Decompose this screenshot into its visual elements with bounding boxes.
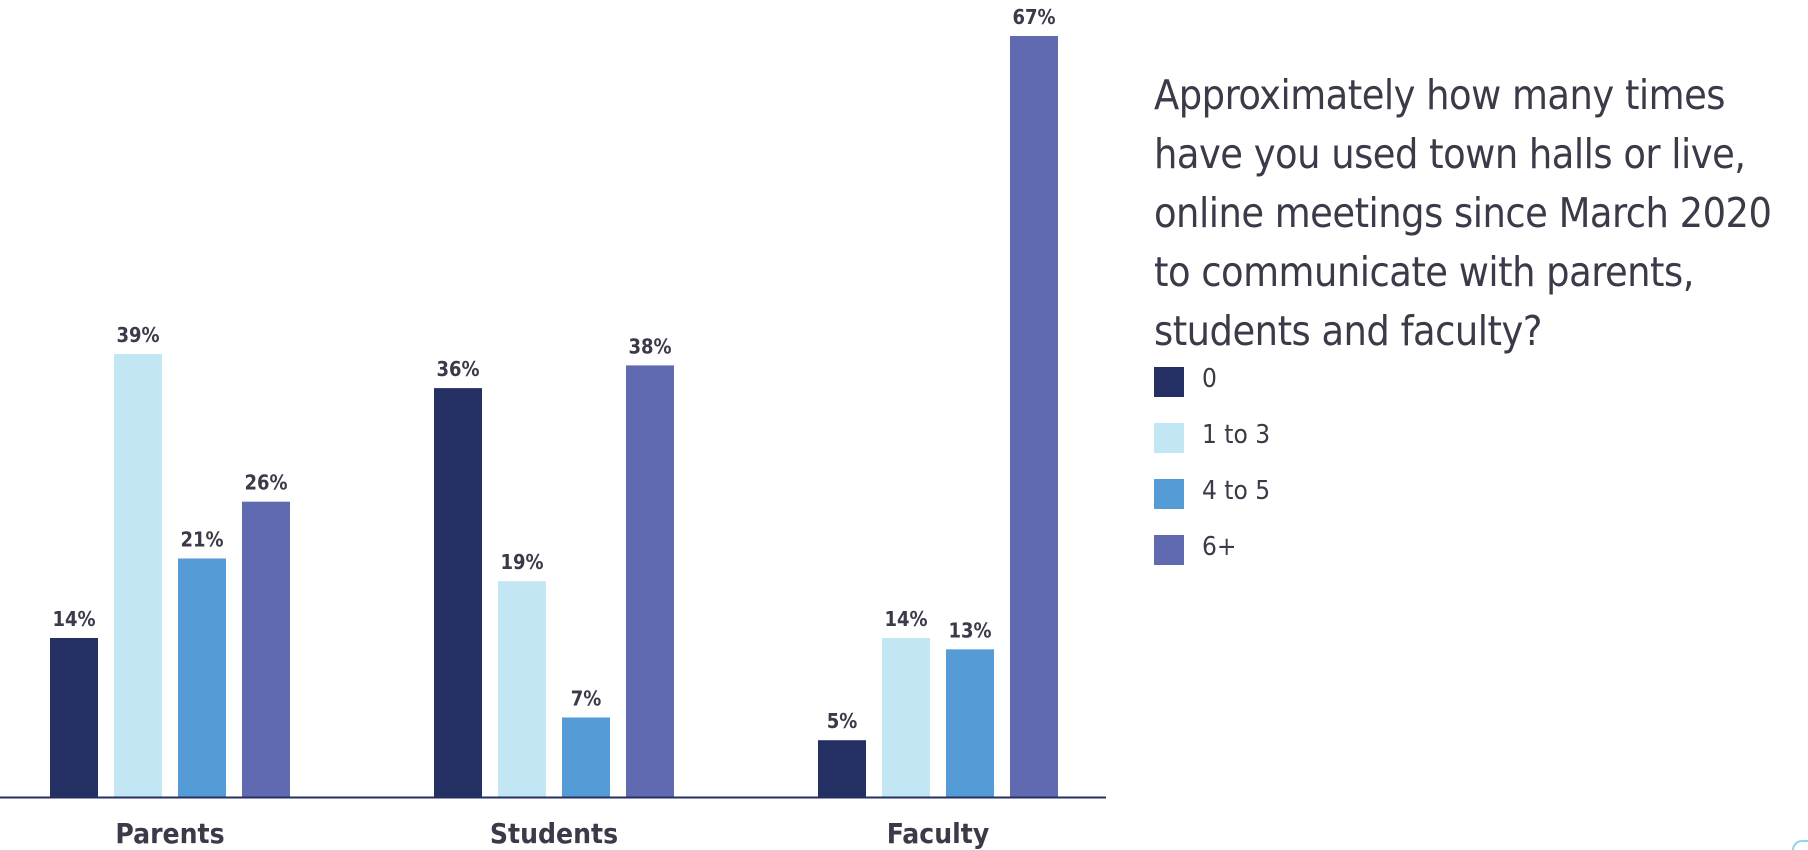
legend-label-6-plus: 6+ <box>1202 532 1237 562</box>
category-label-parents: Parents <box>115 817 224 850</box>
data-label-parents-4-to-5: 21% <box>180 527 223 551</box>
data-label-students-4-to-5: 7% <box>571 686 602 710</box>
data-label-faculty-1-to-3: 14% <box>884 607 927 631</box>
corner-logo-fragment <box>1792 840 1808 850</box>
data-label-students-0: 36% <box>436 357 479 381</box>
legend-swatch-4-to-5 <box>1154 479 1184 509</box>
data-label-students-6-plus: 38% <box>628 334 671 358</box>
bar-parents-6-plus <box>242 501 290 797</box>
data-label-faculty-6-plus: 67% <box>1012 5 1055 29</box>
bar-students-4-to-5 <box>562 717 610 797</box>
question-title: Approximately how many times have you us… <box>1154 71 1772 355</box>
data-label-faculty-0: 5% <box>827 709 858 733</box>
legend-label-4-to-5: 4 to 5 <box>1202 476 1271 506</box>
category-label-students: Students <box>490 817 618 850</box>
data-label-students-1-to-3: 19% <box>500 550 543 574</box>
bar-chart: 14% 39% 21% 26% Parents 36% 19% 7% 38% Students 5%… <box>0 5 1106 850</box>
data-label-parents-0: 14% <box>52 607 95 631</box>
bar-parents-0 <box>50 637 98 797</box>
legend-swatch-0 <box>1154 367 1184 397</box>
data-label-parents-6-plus: 26% <box>244 471 287 495</box>
bar-faculty-4-to-5 <box>946 649 994 797</box>
data-label-faculty-4-to-5: 13% <box>948 618 991 642</box>
bar-parents-1-to-3 <box>114 354 162 797</box>
bar-parents-4-to-5 <box>178 558 226 797</box>
data-label-parents-1-to-3: 39% <box>116 323 159 347</box>
bar-students-6-plus <box>626 365 674 797</box>
legend-swatch-6-plus <box>1154 535 1184 565</box>
bar-students-1-to-3 <box>498 581 546 797</box>
category-label-faculty: Faculty <box>887 817 990 850</box>
bar-faculty-0 <box>818 740 866 797</box>
bar-faculty-1-to-3 <box>882 637 930 797</box>
legend-label-0: 0 <box>1202 364 1217 394</box>
legend-label-1-to-3: 1 to 3 <box>1202 420 1271 450</box>
legend-swatch-1-to-3 <box>1154 423 1184 453</box>
bar-faculty-6-plus <box>1010 36 1058 797</box>
bar-students-0 <box>434 388 482 797</box>
